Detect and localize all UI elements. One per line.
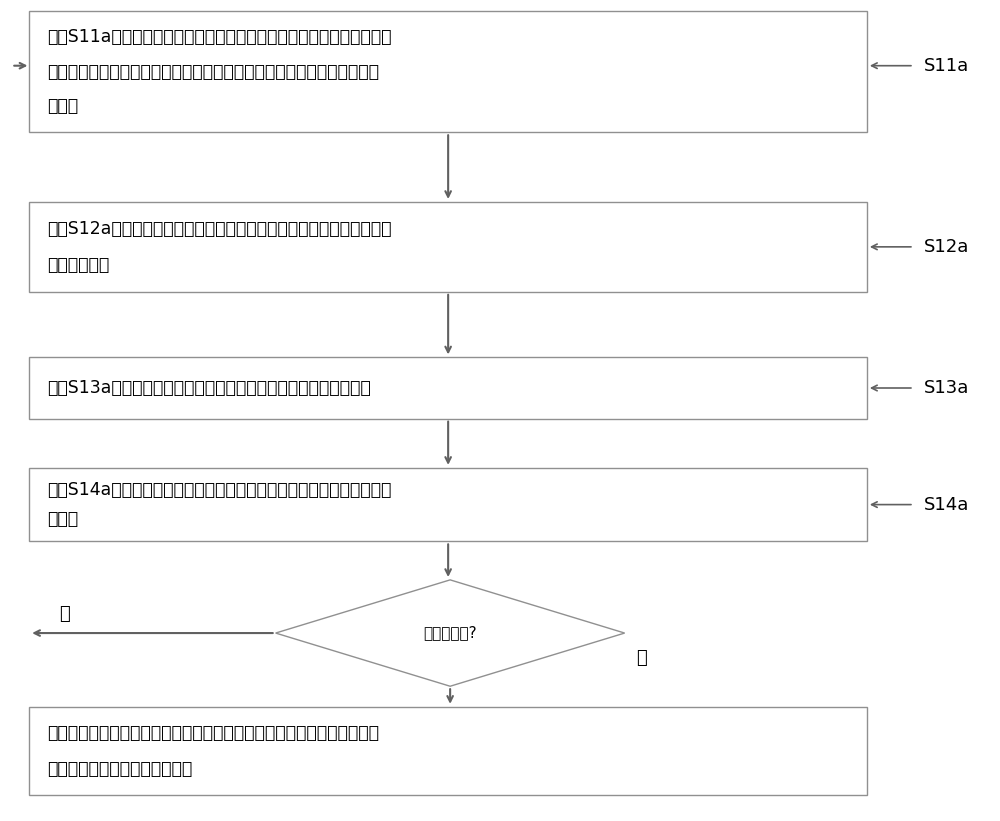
Text: 步骤S12a、于把包装上设置第一条形码，并扫描第一条形码得到一唯一: 步骤S12a、于把包装上设置第一条形码，并扫描第一条形码得到一唯一 (47, 220, 392, 238)
Text: S14a: S14a (924, 496, 969, 514)
Text: 是否均为空?: 是否均为空? (423, 626, 477, 640)
FancyBboxPatch shape (29, 357, 867, 419)
Text: 取把包装内的每个人民币的冠字号码以得到一包括多个冠字号码的冠字号: 取把包装内的每个人民币的冠字号码以得到一包括多个冠字号码的冠字号 (47, 62, 379, 80)
Text: 步骤S11a、于一清分端以预设数量的人民币为一把采用把包装，扫描获: 步骤S11a、于一清分端以预设数量的人民币为一把采用把包装，扫描获 (47, 28, 392, 46)
Text: 均为空: 均为空 (47, 511, 78, 529)
FancyBboxPatch shape (29, 11, 867, 132)
FancyBboxPatch shape (29, 202, 867, 291)
Text: 第一绑定文件发送至一服务器端: 第一绑定文件发送至一服务器端 (47, 759, 193, 777)
Text: 步骤S13a、根据第一条码号和冠字号码集合得到一预设的绑定文件: 步骤S13a、根据第一条码号和冠字号码集合得到一预设的绑定文件 (47, 379, 371, 397)
FancyBboxPatch shape (29, 707, 867, 795)
Polygon shape (276, 580, 625, 686)
Text: 是: 是 (59, 605, 70, 623)
Text: 将第一条码号和冠字号码集合写入绑定文件中以形成第一绑定文件，并将: 将第一条码号和冠字号码集合写入绑定文件中以形成第一绑定文件，并将 (47, 724, 379, 742)
FancyBboxPatch shape (29, 468, 867, 541)
Text: S13a: S13a (924, 379, 969, 397)
Text: S12a: S12a (924, 238, 969, 256)
Text: 否: 否 (637, 649, 647, 667)
Text: S11a: S11a (924, 57, 969, 75)
Text: 步骤S14a、判断绑定文件中的第一字段中的把捆信息以及第二字段是否: 步骤S14a、判断绑定文件中的第一字段中的把捆信息以及第二字段是否 (47, 481, 392, 499)
Text: 的第一条码号: 的第一条码号 (47, 256, 110, 274)
Text: 码集合: 码集合 (47, 98, 78, 116)
